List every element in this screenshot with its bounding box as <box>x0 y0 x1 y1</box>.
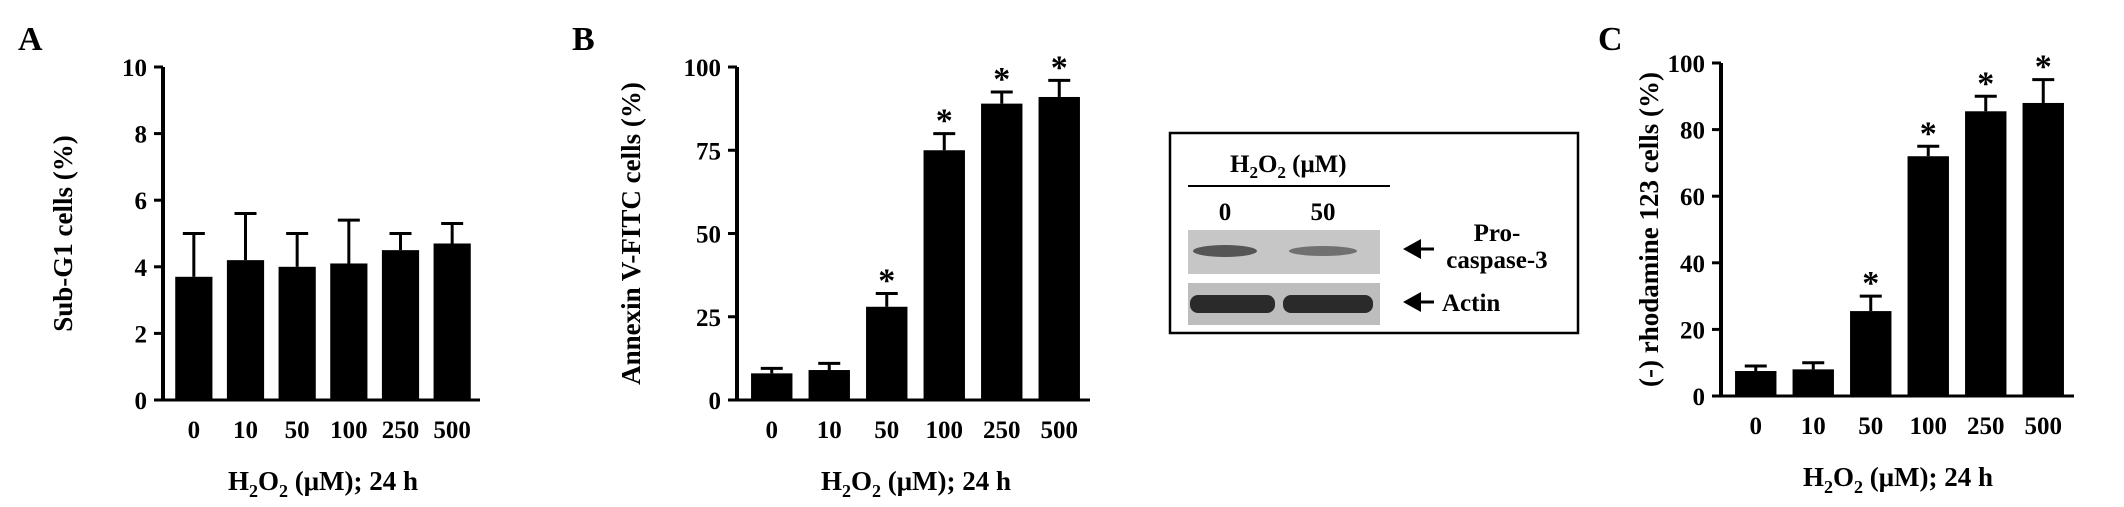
chart-c: 0 20 40 60 80 100 0 10 * 50 * 100 * 250 * 500 (-) rhodam… <box>1634 49 2074 497</box>
y-tick-label: 2 <box>135 321 148 348</box>
y-tick-label: 60 <box>1680 184 1705 211</box>
x-tick-label: 0 <box>188 417 201 444</box>
bar <box>1735 371 1777 396</box>
significance-star: * <box>1051 49 1068 86</box>
x-tick-label: 10 <box>1801 413 1826 440</box>
y-axis-title: Sub-G1 cells (%) <box>48 135 78 332</box>
y-tick-label: 4 <box>135 255 148 282</box>
bar <box>866 306 908 400</box>
label-actin: Actin <box>1442 290 1500 317</box>
x-tick-label: 100 <box>330 417 368 444</box>
x-tick-label: 100 <box>926 417 964 444</box>
bar <box>1792 369 1834 396</box>
bar <box>330 263 368 400</box>
x-tick-label: 10 <box>817 417 842 444</box>
x-tick-label: 50 <box>1858 413 1883 440</box>
bar <box>981 103 1023 400</box>
x-tick-label: 500 <box>433 417 471 444</box>
y-tick-label: 25 <box>696 305 721 332</box>
bar <box>1965 111 2007 396</box>
chart-b: 0 25 50 75 100 0 10 * 50 * 100 * 250 * 500 Annexin V-FI… <box>616 49 1090 501</box>
bar <box>226 260 265 400</box>
band-procaspase-lane-50 <box>1289 246 1357 256</box>
blot-frame <box>1168 131 1580 335</box>
y-tick-label: 100 <box>684 55 722 82</box>
significance-star: * <box>993 61 1010 98</box>
x-axis-title: H2O2 (μM); 24 h <box>228 466 418 501</box>
bar <box>1038 96 1080 400</box>
blot-header: H2O2 (μM) <box>1230 151 1347 182</box>
bar <box>751 373 793 400</box>
blot-lane-50: 50 <box>1311 199 1336 226</box>
y-tick-label: 20 <box>1680 317 1705 344</box>
x-axis-title: H2O2 (μM); 24 h <box>1803 462 1993 497</box>
x-tick-label: 50 <box>874 417 899 444</box>
y-tick-label: 80 <box>1680 118 1705 145</box>
y-tick-label: 50 <box>696 222 721 249</box>
y-tick-label: 8 <box>135 122 148 149</box>
western-blot-inset: H2O2 (μM) 0 50 Pro- caspase-3 Actin <box>1168 131 1580 335</box>
bar <box>923 150 965 400</box>
band-procaspase-lane-0 <box>1193 245 1257 257</box>
blot-lane-0: 0 <box>1219 199 1232 226</box>
panel-label-b: B <box>572 21 595 58</box>
bar <box>175 276 213 400</box>
x-tick-label: 0 <box>766 417 779 444</box>
label-procaspase-line2: caspase-3 <box>1446 247 1547 274</box>
x-tick-label: 250 <box>983 417 1021 444</box>
y-tick-label: 0 <box>135 388 148 415</box>
significance-star: * <box>1920 115 1937 152</box>
bar <box>2022 102 2064 397</box>
x-tick-label: 500 <box>1041 417 1079 444</box>
panel-label-c: C <box>1598 21 1623 58</box>
y-tick-label: 0 <box>1693 384 1706 411</box>
arrow-procaspase-icon <box>1403 239 1421 259</box>
band-actin-lane-50 <box>1283 295 1373 313</box>
bar <box>381 250 420 400</box>
significance-star: * <box>936 103 953 140</box>
bar <box>1907 156 1949 396</box>
x-tick-label: 100 <box>1910 413 1948 440</box>
y-tick-label: 6 <box>135 188 148 215</box>
y-tick-label: 40 <box>1680 251 1705 278</box>
y-tick-label: 0 <box>709 388 722 415</box>
significance-star: * <box>1862 265 1879 302</box>
x-tick-label: 500 <box>2025 413 2063 440</box>
band-actin-lane-0 <box>1190 295 1275 313</box>
y-tick-label: 75 <box>696 138 721 165</box>
significance-star: * <box>1977 65 1994 102</box>
y-axis-title: (-) rhodamine 123 cells (%) <box>1634 72 1664 387</box>
panel-label-a: A <box>18 21 43 58</box>
bar <box>433 243 471 400</box>
x-tick-label: 250 <box>1967 413 2005 440</box>
bar <box>808 370 850 400</box>
significance-star: * <box>2035 49 2052 86</box>
y-tick-label: 100 <box>1668 51 1706 78</box>
arrow-actin-icon <box>1403 292 1421 312</box>
x-tick-label: 250 <box>382 417 420 444</box>
significance-star: * <box>878 262 895 299</box>
x-tick-label: 0 <box>1750 413 1763 440</box>
bar <box>1850 311 1892 396</box>
y-axis-title: Annexin V-FITC cells (%) <box>616 82 646 385</box>
x-tick-label: 50 <box>285 417 310 444</box>
bar <box>278 266 316 400</box>
y-tick-label: 10 <box>122 55 147 82</box>
label-procaspase-line1: Pro- <box>1474 220 1521 247</box>
x-axis-title: H2O2 (μM); 24 h <box>821 466 1011 501</box>
x-tick-label: 10 <box>233 417 258 444</box>
